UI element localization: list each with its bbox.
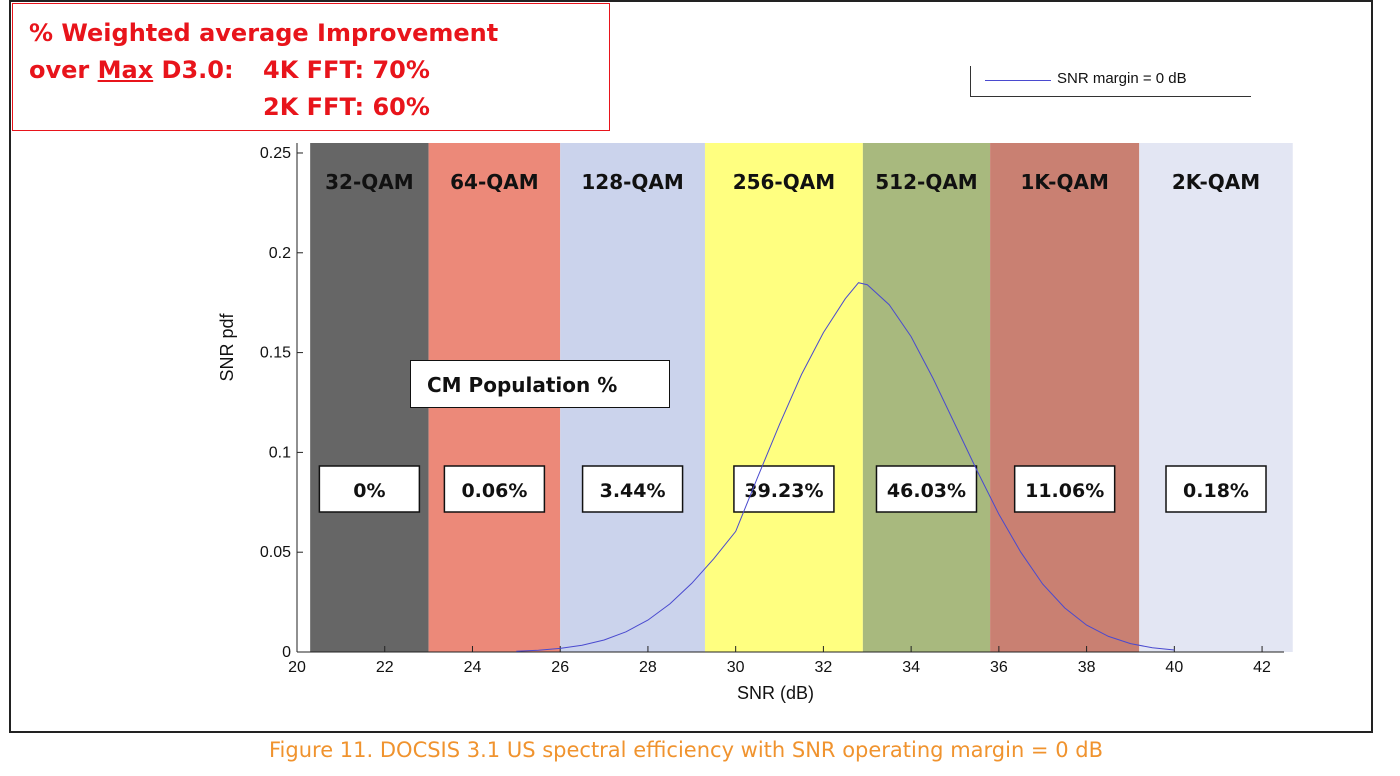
headline-prefix-after: D3.0: [153, 56, 234, 84]
snr-pdf-curve [516, 282, 1175, 652]
x-tick-label: 30 [727, 659, 745, 676]
population-percent-value: 11.06% [1025, 480, 1104, 502]
population-percent-box [1165, 465, 1267, 513]
y-tick-label: 0.15 [260, 345, 291, 362]
qam-band-label: 32-QAM [325, 170, 414, 194]
x-tick-label: 40 [1165, 659, 1183, 676]
y-axis-label: SNR pdf [217, 312, 237, 381]
x-tick-label: 38 [1078, 659, 1096, 676]
headline-prefix-max: Max [97, 56, 154, 84]
figure-caption: Figure 11. DOCSIS 3.1 US spectral effici… [269, 738, 1103, 762]
legend-line-swatch [985, 80, 1051, 81]
x-tick-label: 22 [376, 659, 394, 676]
population-percent-box [318, 465, 421, 513]
x-tick-label: 28 [639, 659, 657, 676]
qam-band-label: 1K-QAM [1020, 170, 1108, 194]
qam-band-label: 256-QAM [733, 170, 835, 194]
qam-band [990, 143, 1140, 652]
qam-band [1139, 143, 1293, 652]
population-percent-box [733, 465, 835, 513]
population-percent-value: 0.06% [461, 480, 527, 502]
x-tick-label: 24 [464, 659, 482, 676]
x-tick-label: 42 [1253, 659, 1271, 676]
headline-box: % Weighted average Improvement over Max … [12, 3, 610, 131]
y-tick-label: 0.2 [269, 245, 291, 262]
x-tick-label: 20 [288, 659, 306, 676]
headline-prefix-before: over [29, 56, 98, 84]
y-tick-label: 0.05 [260, 544, 291, 561]
legend: SNR margin = 0 dB [970, 66, 1251, 97]
x-tick-label: 34 [902, 659, 920, 676]
x-tick-label: 32 [815, 659, 833, 676]
qam-band-label: 512-QAM [875, 170, 977, 194]
population-percent-box [443, 465, 546, 513]
y-tick-label: 0 [282, 644, 291, 661]
headline-prefix: over Max D3.0: [29, 56, 234, 84]
population-percent-box [1013, 465, 1116, 513]
qam-band-label: 64-QAM [450, 170, 539, 194]
y-tick-label: 0.1 [269, 444, 291, 461]
qam-band [704, 143, 863, 652]
population-percent-box [875, 465, 978, 513]
x-tick-label: 36 [990, 659, 1008, 676]
qam-band-label: 2K-QAM [1172, 170, 1260, 194]
qam-band [310, 143, 429, 652]
population-percent-value: 0% [353, 480, 385, 502]
qam-band-label: 128-QAM [581, 170, 683, 194]
legend-label: SNR margin = 0 dB [1057, 70, 1187, 87]
population-percent-value: 46.03% [887, 480, 966, 502]
population-percent-box [581, 465, 684, 513]
population-percent-value: 39.23% [744, 480, 823, 502]
headline-title: % Weighted average Improvement [29, 19, 499, 47]
x-axis-label: SNR (dB) [737, 683, 814, 703]
cm-population-label: CM Population % [410, 360, 670, 408]
y-tick-label: 0.25 [260, 145, 291, 162]
headline-4k-fft: 4K FFT: 70% [263, 56, 430, 84]
headline-2k-fft: 2K FFT: 60% [263, 93, 430, 121]
x-tick-label: 26 [551, 659, 569, 676]
qam-band [862, 143, 991, 652]
population-percent-value: 0.18% [1183, 480, 1249, 502]
population-percent-value: 3.44% [600, 480, 666, 502]
